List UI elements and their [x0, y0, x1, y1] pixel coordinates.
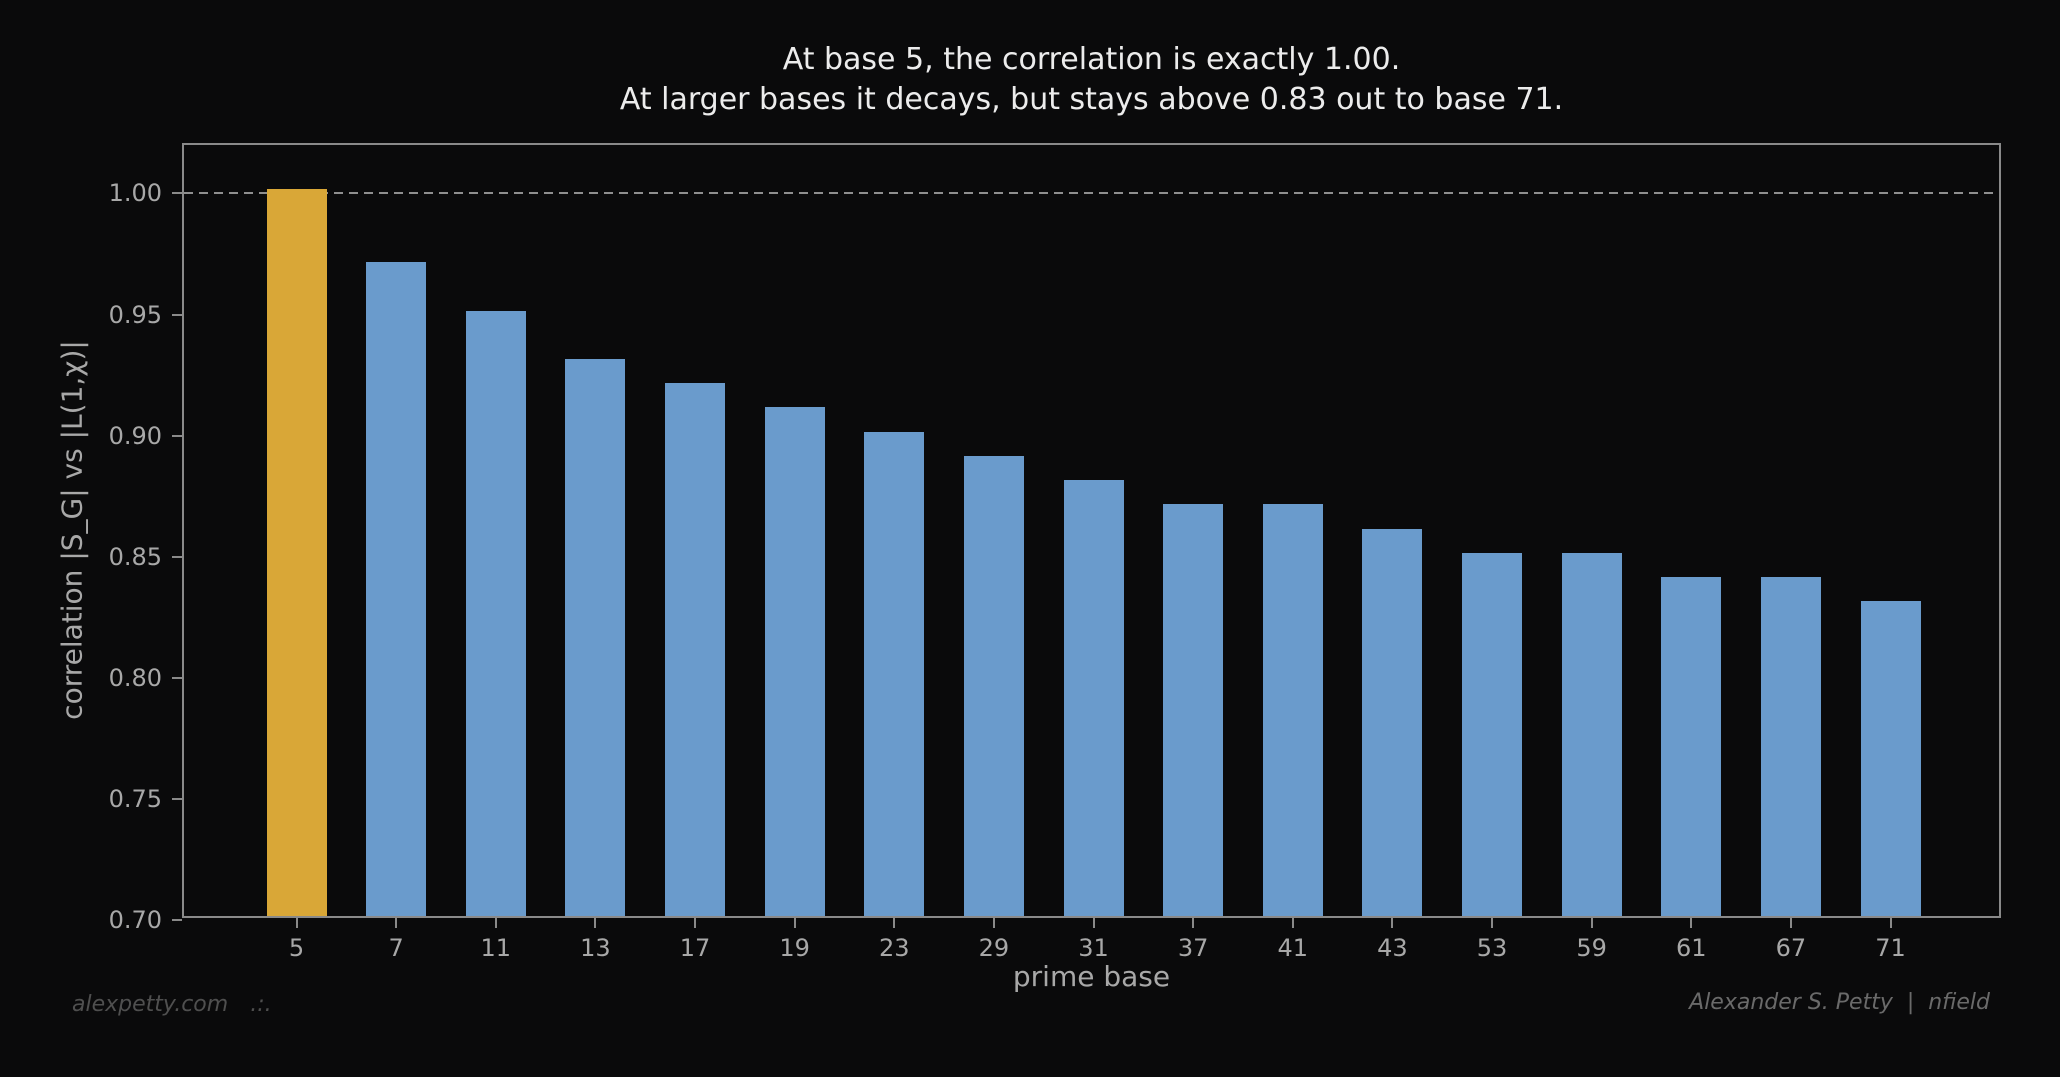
- x-tick-mark-41: [1291, 918, 1294, 928]
- y-tick-label-0.70: 0.70: [108, 906, 162, 934]
- bar-base-37: [1163, 504, 1224, 916]
- bar-base-71: [1860, 601, 1921, 916]
- bar-base-7: [366, 262, 427, 916]
- x-tick-label-59: 59: [1576, 934, 1607, 962]
- bar-base-67: [1760, 576, 1821, 916]
- y-tick-mark-0.75: [172, 797, 182, 800]
- x-tick-label-23: 23: [878, 934, 910, 962]
- y-tick-mark-0.95: [172, 313, 182, 316]
- y-tick-label-0.90: 0.90: [108, 421, 162, 450]
- x-tick-label-13: 13: [580, 934, 611, 962]
- y-tick-mark-0.90: [172, 434, 182, 437]
- x-tick-mark-19: [793, 918, 796, 928]
- bar-base-29: [963, 455, 1024, 916]
- y-tick-mark-1.00: [172, 192, 182, 195]
- bar-base-11: [465, 310, 526, 916]
- x-tick-mark-23: [893, 918, 896, 928]
- bar-base-5: [266, 189, 327, 916]
- bar-base-23: [864, 431, 925, 916]
- x-tick-mark-67: [1789, 918, 1792, 928]
- x-tick-label-7: 7: [388, 934, 404, 962]
- y-tick-label-0.85: 0.85: [108, 542, 162, 571]
- bar-base-13: [565, 358, 626, 916]
- x-tick-label-61: 61: [1675, 934, 1707, 962]
- x-tick-label-37: 37: [1177, 934, 1209, 962]
- y-tick-label-0.95: 0.95: [108, 300, 162, 329]
- bar-base-41: [1262, 504, 1323, 916]
- footer-author-credit: Alexander S. Petty | nfield: [1689, 990, 1990, 1015]
- x-tick-mark-7: [395, 918, 398, 928]
- y-tick-label-0.80: 0.80: [108, 663, 162, 692]
- x-tick-label-29: 29: [978, 934, 1010, 962]
- bar-base-59: [1561, 552, 1622, 916]
- x-tick-mark-37: [1192, 918, 1195, 928]
- footer-brand-text: alexpetty.com: [72, 992, 229, 1017]
- x-tick-mark-59: [1590, 918, 1593, 928]
- x-tick-mark-13: [594, 918, 597, 928]
- y-tick-mark-0.80: [172, 676, 182, 679]
- x-tick-mark-17: [694, 918, 696, 928]
- bar-base-19: [764, 407, 825, 916]
- bar-base-17: [665, 383, 725, 916]
- x-axis-label: prime base: [1012, 960, 1171, 993]
- plot-area: 0.70 0.75 0.80 0.85 0.90 0.95 1.00 5 7 11 13 17 19 2…: [109, 143, 2001, 962]
- chart-title: At base 5, the correlation is exactly 1.…: [182, 40, 2001, 120]
- y-tick-label-0.75: 0.75: [108, 784, 162, 813]
- y-tick-mark-0.70: [172, 919, 182, 921]
- x-tick-mark-43: [1391, 918, 1394, 928]
- y-axis-label: correlation |S_G| vs |L(1,χ)|: [55, 340, 89, 720]
- bar-base-43: [1362, 528, 1423, 916]
- chart-title-line1: At base 5, the correlation is exactly 1.…: [782, 42, 1401, 77]
- chart-title-line2: At larger bases it decays, but stays abo…: [619, 82, 1564, 117]
- x-tick-label-41: 41: [1277, 934, 1309, 962]
- x-tick-mark-61: [1690, 918, 1693, 928]
- bar-base-53: [1462, 552, 1522, 916]
- x-tick-label-43: 43: [1377, 934, 1408, 962]
- reference-gridline-1.00: [184, 192, 1999, 195]
- footer-brand-dots-glyph: .:.: [250, 992, 272, 1017]
- x-tick-mark-53: [1491, 918, 1493, 928]
- x-tick-label-53: 53: [1476, 934, 1508, 962]
- x-tick-label-17: 17: [679, 934, 711, 962]
- y-tick-mark-0.85: [172, 555, 182, 558]
- x-tick-label-11: 11: [480, 934, 512, 962]
- x-tick-label-19: 19: [779, 934, 810, 962]
- y-tick-label-1.00: 1.00: [108, 179, 162, 208]
- bar-base-61: [1661, 576, 1722, 916]
- x-tick-label-67: 67: [1775, 934, 1807, 962]
- x-tick-label-5: 5: [288, 934, 305, 962]
- x-tick-mark-71: [1889, 918, 1892, 928]
- x-tick-mark-11: [494, 918, 497, 928]
- x-tick-mark-5: [295, 918, 298, 928]
- x-tick-mark-29: [992, 918, 995, 928]
- x-tick-label-71: 71: [1875, 934, 1906, 962]
- bar-base-31: [1063, 480, 1124, 916]
- x-tick-label-31: 31: [1078, 934, 1109, 962]
- footer-site-credit: alexpetty.com.:.: [72, 992, 272, 1017]
- x-tick-mark-31: [1092, 918, 1095, 928]
